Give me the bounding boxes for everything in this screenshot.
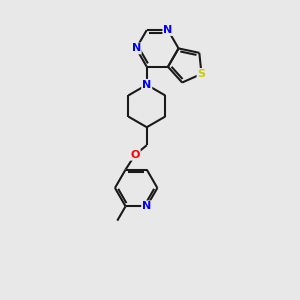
Text: O: O — [130, 150, 140, 160]
Text: N: N — [131, 44, 141, 53]
Text: N: N — [142, 201, 152, 211]
Text: N: N — [142, 80, 152, 90]
Text: N: N — [163, 25, 172, 35]
Text: S: S — [197, 69, 206, 79]
